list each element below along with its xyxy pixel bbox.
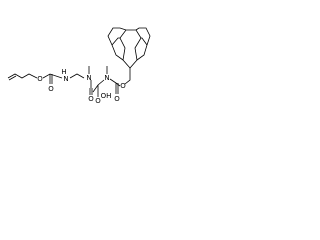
- structure: O O H N N O N O OH O O: [7, 27, 151, 105]
- atom-labels: O O H N N O N O OH O O: [37, 68, 126, 105]
- atom-label: O: [120, 82, 126, 90]
- bond: [124, 68, 131, 85]
- atom-label: H: [61, 68, 66, 76]
- bond: [115, 83, 119, 94]
- bond: [42, 73, 63, 79]
- bond: [119, 29, 142, 69]
- atom-label: O: [48, 85, 54, 93]
- bond: [7, 73, 38, 79]
- bond: [111, 37, 148, 61]
- bond: [8, 75, 17, 81]
- bond: [49, 74, 53, 84]
- atom-label: O: [88, 95, 94, 103]
- atom-label: O: [37, 75, 43, 83]
- atom-label: O: [95, 97, 101, 105]
- atom-label: N: [63, 75, 68, 83]
- bond: [90, 79, 105, 93]
- atom-label: N: [86, 74, 91, 82]
- atom-label: OH: [101, 92, 112, 100]
- atom-label: N: [104, 74, 109, 82]
- bond: [89, 88, 93, 95]
- atom-label: O: [114, 95, 120, 103]
- bonds: [7, 27, 151, 97]
- bond: [107, 27, 151, 46]
- bond: [69, 73, 85, 79]
